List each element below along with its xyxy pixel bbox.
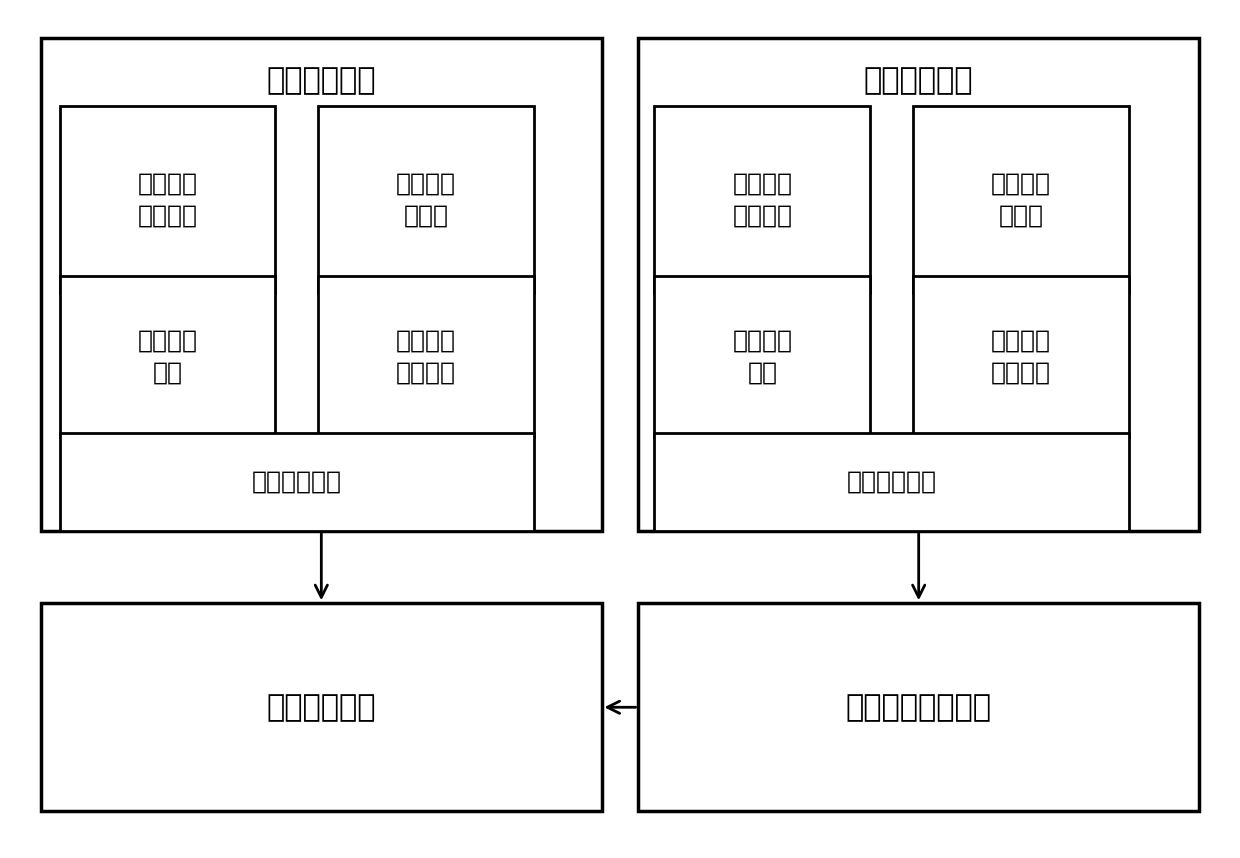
Bar: [41, 38, 601, 531]
Text: 路段匹配单元: 路段匹配单元: [252, 470, 342, 494]
Text: 实时轨迹模块: 实时轨迹模块: [267, 66, 376, 95]
Text: 异常检测模块: 异常检测模块: [267, 692, 376, 722]
Text: 减速状态
筛选单元: 减速状态 筛选单元: [991, 329, 1052, 384]
Bar: [60, 433, 533, 531]
Text: 轨迹修正
单元: 轨迹修正 单元: [138, 329, 197, 384]
Text: 路段匹配单元: 路段匹配单元: [847, 470, 936, 494]
Text: 历史轨迹模块: 历史轨迹模块: [864, 66, 973, 95]
Text: 轨迹修正
单元: 轨迹修正 单元: [733, 329, 792, 384]
Bar: [319, 276, 533, 438]
Bar: [639, 603, 1199, 812]
Bar: [60, 276, 275, 438]
Bar: [319, 106, 533, 293]
Bar: [913, 106, 1128, 293]
Bar: [41, 603, 601, 812]
Bar: [655, 106, 870, 293]
Text: 原始数据
采集单元: 原始数据 采集单元: [733, 172, 792, 227]
Bar: [60, 106, 275, 293]
Text: 原始数据
采集单元: 原始数据 采集单元: [138, 172, 197, 227]
Bar: [655, 276, 870, 438]
Text: 数据预处
理单元: 数据预处 理单元: [396, 172, 456, 227]
Text: 减速置信区间模块: 减速置信区间模块: [846, 692, 992, 722]
Bar: [913, 276, 1128, 438]
Bar: [639, 38, 1199, 531]
Text: 减速状态
筛选单元: 减速状态 筛选单元: [396, 329, 456, 384]
Text: 数据预处
理单元: 数据预处 理单元: [991, 172, 1052, 227]
Bar: [655, 433, 1128, 531]
